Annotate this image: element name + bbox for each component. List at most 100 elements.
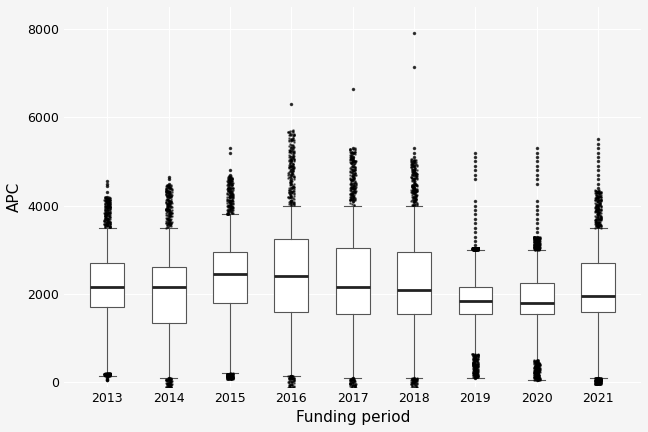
Point bbox=[531, 243, 542, 250]
Point bbox=[223, 374, 233, 381]
Point bbox=[104, 221, 115, 228]
Point bbox=[289, 174, 299, 181]
Point bbox=[593, 188, 603, 195]
Point bbox=[470, 245, 480, 252]
Point bbox=[165, 217, 175, 224]
Point bbox=[288, 153, 298, 160]
Point bbox=[226, 205, 236, 212]
Point bbox=[529, 368, 540, 375]
Point bbox=[473, 245, 483, 252]
Point bbox=[531, 364, 541, 371]
Point bbox=[165, 199, 176, 206]
Point bbox=[222, 372, 233, 378]
Point bbox=[591, 375, 601, 382]
Point bbox=[285, 130, 295, 137]
Point bbox=[533, 369, 544, 376]
Point bbox=[410, 156, 420, 163]
Point bbox=[103, 202, 113, 209]
Point bbox=[288, 406, 299, 413]
Point bbox=[284, 396, 295, 403]
Point bbox=[592, 380, 602, 387]
Point bbox=[530, 245, 540, 251]
Point bbox=[531, 237, 541, 244]
Point bbox=[408, 397, 418, 404]
Point bbox=[100, 205, 110, 212]
Point bbox=[593, 380, 603, 387]
Point bbox=[596, 198, 606, 205]
Point bbox=[286, 404, 297, 411]
Point bbox=[347, 174, 358, 181]
Point bbox=[226, 192, 236, 199]
Point bbox=[167, 381, 177, 388]
Point bbox=[285, 401, 295, 408]
Point bbox=[472, 356, 482, 363]
Point bbox=[406, 157, 417, 164]
Point bbox=[467, 362, 478, 369]
Point bbox=[165, 383, 175, 390]
Point bbox=[102, 203, 113, 210]
Point bbox=[592, 219, 603, 226]
Point bbox=[595, 381, 605, 388]
Point bbox=[592, 195, 602, 202]
Point bbox=[592, 376, 602, 383]
Point bbox=[408, 379, 418, 386]
Point bbox=[535, 241, 545, 248]
Point bbox=[532, 364, 542, 371]
Point bbox=[102, 210, 113, 216]
Point bbox=[595, 199, 605, 206]
Point bbox=[470, 246, 480, 253]
Point bbox=[412, 182, 422, 189]
Point bbox=[102, 205, 112, 212]
Point bbox=[408, 187, 419, 194]
Point bbox=[407, 201, 417, 208]
Point bbox=[532, 241, 542, 248]
Point bbox=[226, 370, 237, 377]
Point bbox=[99, 217, 110, 224]
Point bbox=[594, 191, 605, 198]
Point bbox=[102, 372, 112, 379]
Point bbox=[349, 191, 359, 198]
Point bbox=[163, 200, 173, 207]
Point bbox=[408, 181, 418, 188]
Point bbox=[531, 358, 542, 365]
Point bbox=[347, 160, 358, 167]
Point bbox=[161, 186, 171, 193]
Point bbox=[470, 351, 480, 358]
Point bbox=[283, 375, 294, 382]
Point bbox=[529, 234, 539, 241]
Point bbox=[104, 372, 115, 378]
Point bbox=[409, 175, 419, 182]
Point bbox=[529, 235, 539, 241]
Point bbox=[471, 356, 481, 363]
Point bbox=[224, 374, 235, 381]
Point bbox=[167, 389, 177, 396]
Point bbox=[410, 156, 420, 163]
Point bbox=[102, 372, 112, 378]
Point bbox=[350, 381, 360, 388]
Point bbox=[530, 235, 540, 242]
Point bbox=[591, 191, 601, 198]
Point bbox=[226, 372, 236, 379]
Point bbox=[407, 399, 417, 406]
Point bbox=[409, 156, 419, 163]
Point bbox=[226, 372, 236, 379]
Point bbox=[593, 210, 603, 216]
Point bbox=[411, 174, 422, 181]
Point bbox=[470, 245, 480, 252]
Point bbox=[349, 398, 359, 405]
Point bbox=[473, 245, 483, 252]
Point bbox=[166, 203, 176, 210]
Point bbox=[284, 201, 294, 208]
Point bbox=[530, 244, 540, 251]
Point bbox=[165, 221, 175, 228]
Point bbox=[534, 376, 544, 383]
Point bbox=[163, 381, 174, 388]
Point bbox=[535, 366, 545, 373]
Point bbox=[408, 389, 418, 396]
Point bbox=[533, 235, 544, 242]
Point bbox=[349, 391, 360, 398]
Point bbox=[105, 203, 115, 210]
Point bbox=[100, 370, 111, 377]
Point bbox=[410, 187, 420, 194]
Point bbox=[473, 244, 483, 251]
